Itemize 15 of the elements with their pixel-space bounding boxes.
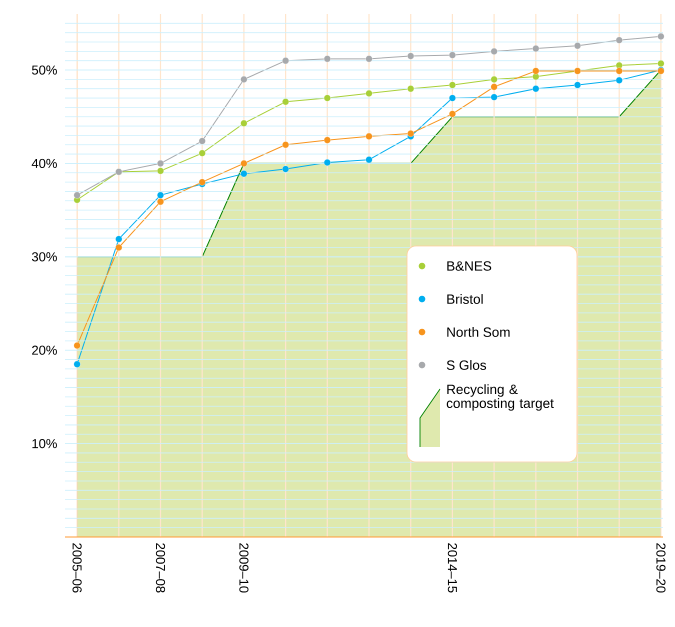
legend-label: B&NES <box>447 261 492 271</box>
series-label: Recycling & composting target <box>446 384 554 411</box>
y-tick-label: 40% <box>32 158 57 168</box>
legend-label: Bristol <box>447 294 483 304</box>
x-tick-label: 2014–15 <box>448 543 457 593</box>
y-tick-label: 50% <box>32 65 57 75</box>
y-tick-label: 30% <box>32 252 57 262</box>
y-tick-label: 10% <box>32 439 57 448</box>
legend-label: S Glos <box>446 360 486 370</box>
x-tick-label: 2009–10 <box>239 543 248 593</box>
y-tick-label: 20% <box>32 346 57 355</box>
x-tick-label: 2005–06 <box>72 543 82 592</box>
x-tick-label: 2019–20 <box>656 543 666 593</box>
x-tick-label: 2007–08 <box>156 543 166 592</box>
legend-label: North Som <box>447 327 510 337</box>
